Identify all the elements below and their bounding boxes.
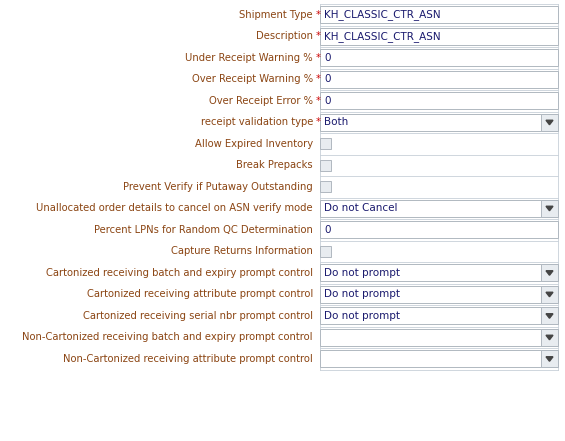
FancyBboxPatch shape — [320, 49, 558, 66]
Polygon shape — [546, 120, 553, 125]
Text: Do not prompt: Do not prompt — [324, 289, 400, 299]
Text: 0: 0 — [324, 74, 331, 84]
Text: Under Receipt Warning %: Under Receipt Warning % — [185, 53, 313, 63]
Text: 0: 0 — [324, 96, 331, 106]
FancyBboxPatch shape — [320, 264, 558, 281]
Text: Unallocated order details to cancel on ASN verify mode: Unallocated order details to cancel on A… — [36, 203, 313, 213]
FancyBboxPatch shape — [320, 92, 558, 109]
Text: Prevent Verify if Putaway Outstanding: Prevent Verify if Putaway Outstanding — [123, 182, 313, 192]
Text: Percent LPNs for Random QC Determination: Percent LPNs for Random QC Determination — [94, 225, 313, 235]
Text: *: * — [316, 74, 321, 84]
Text: Break Prepacks: Break Prepacks — [236, 160, 313, 170]
Text: *: * — [316, 10, 321, 20]
FancyBboxPatch shape — [541, 114, 558, 131]
Text: Cartonized receiving batch and expiry prompt control: Cartonized receiving batch and expiry pr… — [46, 268, 313, 278]
Text: Non-Cartonized receiving attribute prompt control: Non-Cartonized receiving attribute promp… — [63, 354, 313, 364]
Text: Over Receipt Warning %: Over Receipt Warning % — [192, 74, 313, 84]
FancyBboxPatch shape — [541, 307, 558, 324]
FancyBboxPatch shape — [320, 114, 558, 131]
Text: *: * — [316, 117, 321, 127]
Polygon shape — [546, 292, 553, 297]
Text: Shipment Type: Shipment Type — [240, 10, 313, 20]
Text: Both: Both — [324, 117, 348, 127]
FancyBboxPatch shape — [320, 286, 558, 303]
Text: Do not prompt: Do not prompt — [324, 311, 400, 321]
Text: Cartonized receiving attribute prompt control: Cartonized receiving attribute prompt co… — [87, 289, 313, 299]
FancyBboxPatch shape — [541, 286, 558, 303]
Text: 0: 0 — [324, 53, 331, 63]
Polygon shape — [546, 357, 553, 361]
Text: Do not Cancel: Do not Cancel — [324, 203, 398, 213]
Text: Allow Expired Inventory: Allow Expired Inventory — [195, 139, 313, 149]
Text: *: * — [316, 96, 321, 106]
FancyBboxPatch shape — [320, 350, 558, 367]
FancyBboxPatch shape — [320, 160, 331, 171]
Text: Over Receipt Error %: Over Receipt Error % — [209, 96, 313, 106]
FancyBboxPatch shape — [541, 329, 558, 346]
Text: *: * — [316, 31, 321, 41]
Polygon shape — [546, 271, 553, 275]
Text: KH_CLASSIC_CTR_ASN: KH_CLASSIC_CTR_ASN — [324, 9, 441, 20]
Text: Description: Description — [256, 31, 313, 41]
FancyBboxPatch shape — [320, 181, 331, 192]
FancyBboxPatch shape — [320, 200, 558, 217]
FancyBboxPatch shape — [320, 138, 331, 149]
Text: 0: 0 — [324, 225, 331, 235]
FancyBboxPatch shape — [320, 28, 558, 45]
Text: Cartonized receiving serial nbr prompt control: Cartonized receiving serial nbr prompt c… — [83, 311, 313, 321]
Text: *: * — [316, 53, 321, 63]
Polygon shape — [546, 206, 553, 211]
Text: KH_CLASSIC_CTR_ASN: KH_CLASSIC_CTR_ASN — [324, 31, 441, 42]
Text: Do not prompt: Do not prompt — [324, 268, 400, 278]
FancyBboxPatch shape — [541, 350, 558, 367]
FancyBboxPatch shape — [320, 246, 331, 257]
FancyBboxPatch shape — [320, 71, 558, 88]
FancyBboxPatch shape — [320, 221, 558, 238]
FancyBboxPatch shape — [320, 307, 558, 324]
FancyBboxPatch shape — [320, 6, 558, 23]
Text: Capture Returns Information: Capture Returns Information — [171, 246, 313, 256]
Text: Non-Cartonized receiving batch and expiry prompt control: Non-Cartonized receiving batch and expir… — [23, 332, 313, 342]
FancyBboxPatch shape — [320, 329, 558, 346]
Polygon shape — [546, 335, 553, 340]
Polygon shape — [546, 314, 553, 318]
Text: receipt validation type: receipt validation type — [201, 117, 313, 127]
FancyBboxPatch shape — [541, 264, 558, 281]
FancyBboxPatch shape — [541, 200, 558, 217]
